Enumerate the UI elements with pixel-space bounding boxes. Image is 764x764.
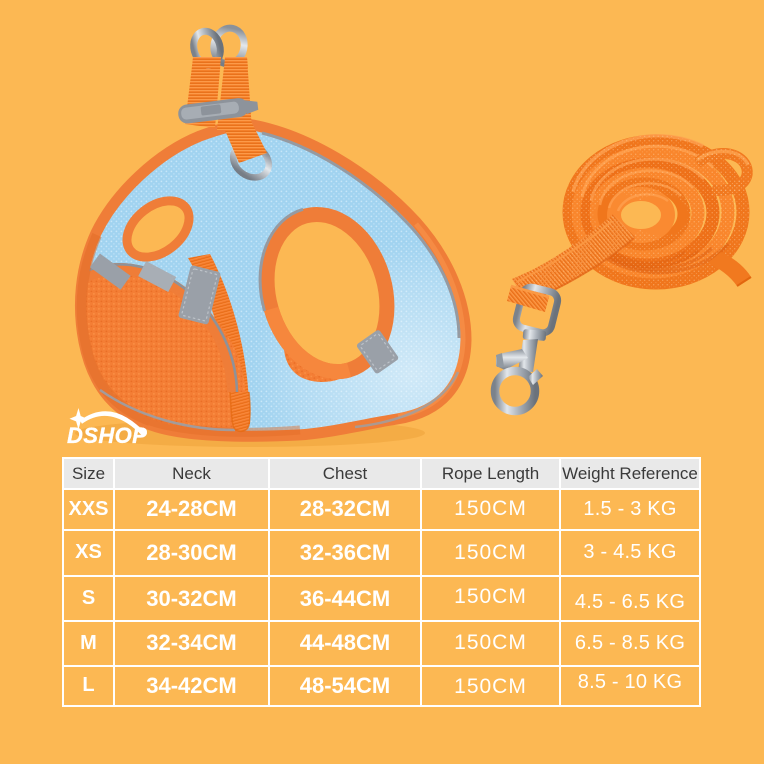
svg-text:DSHOP: DSHOP [67, 423, 147, 448]
